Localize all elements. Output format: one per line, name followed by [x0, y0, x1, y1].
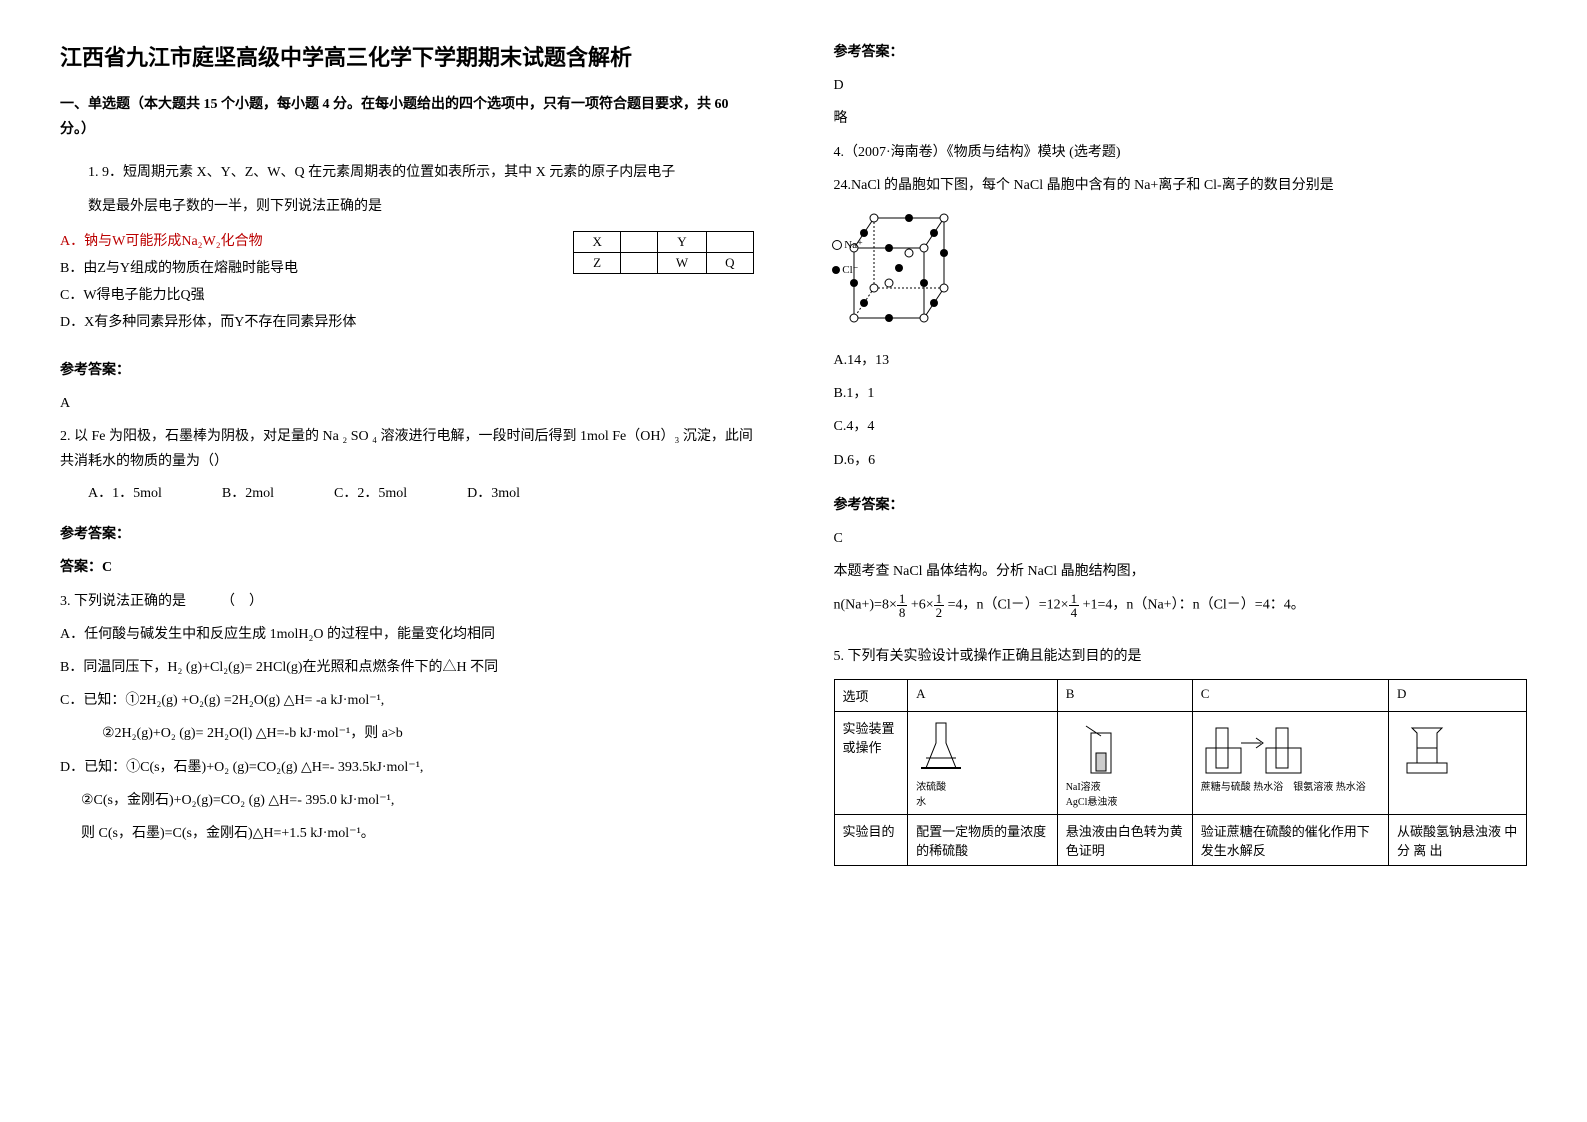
q2-optD: D．3mol	[467, 482, 520, 502]
q2-optC: C．2．5mol	[334, 482, 407, 502]
device-d	[1389, 712, 1527, 815]
answer-4-exp2: n(Na+)=8×18 +6×12 =4，n（Cl－）=12×14 +1=4，n…	[834, 592, 1528, 619]
q4-optB: B.1，1	[834, 381, 1528, 406]
q1-optB-label: B．	[60, 261, 83, 276]
device-c: 蔗糖与硫酸 热水浴 银氨溶液 热水浴	[1192, 712, 1388, 815]
q1-optD-label: D．	[60, 315, 84, 330]
q1-stem2: 数是最外层电子数的一半，则下列说法正确的是	[60, 194, 754, 219]
exp-text: =4，n（Cl－）=12×	[944, 598, 1068, 613]
q5-purposeB: 悬浊液由白色转为黄色证明	[1057, 815, 1192, 866]
q1-optD: X有多种同素异形体，而Y不存在同素异形体	[84, 315, 356, 330]
cell: Z	[574, 252, 620, 273]
cell: W	[657, 252, 706, 273]
q1-optA: 钠与W可能形成Na₂W₂化合物	[84, 234, 263, 249]
answer-label-4: 参考答案：	[834, 493, 1528, 518]
right-column: 参考答案： D 略 4.（2007·海南卷）《物质与结构》模块 (选考题) 24…	[834, 40, 1528, 866]
q2-optB: B．2mol	[222, 482, 274, 502]
q2-stem: 2. 以 Fe 为阳极，石墨棒为阴极，对足量的 Na ₂ SO ₄ 溶液进行电解…	[60, 424, 754, 474]
page-title: 江西省九江市庭坚高级中学高三化学下学期期末试题含解析	[60, 40, 754, 72]
q5-purposeC: 验证蔗糖在硫酸的催化作用下发生水解反	[1192, 815, 1388, 866]
q4-optD: D.6，6	[834, 448, 1528, 473]
q3-optC1: C．已知：①2H₂(g) +O₂(g) =2H₂O(g) △H= -a kJ·m…	[60, 688, 754, 713]
section-a-header: 一、单选题（本大题共 15 个小题，每小题 4 分。在每小题给出的四个选项中，只…	[60, 92, 754, 142]
device-a: 浓硫酸水	[908, 712, 1058, 815]
q4-optA: A.14，13	[834, 348, 1528, 373]
cell	[620, 231, 657, 252]
q3-optD3: 则 C(s，石墨)=C(s，金刚石)△H=+1.5 kJ·mol⁻¹。	[60, 821, 754, 846]
q5-h0: 选项	[834, 680, 908, 712]
q5-table: 选项 A B C D 实验装置或操作 浓硫酸水	[834, 679, 1528, 866]
device-b: NaI溶液AgCl悬浊液	[1057, 712, 1192, 815]
q3-optD1: D．已知：①C(s，石墨)+O₂ (g)=CO₂(g) △H=- 393.5kJ…	[60, 755, 754, 780]
exp-text: n(Na+)=8×	[834, 598, 897, 613]
cell: Q	[707, 252, 753, 273]
answer-3-note: 略	[834, 106, 1528, 131]
cell	[707, 231, 753, 252]
q5-h2: B	[1057, 680, 1192, 712]
nacl-crystal-diagram: Na⁺ Cl⁻	[834, 208, 964, 338]
q1-stem1: 短周期元素 X、Y、Z、W、Q 在元素周期表的位置如表所示，其中 X 元素的原子…	[123, 165, 675, 180]
answer-label-3: 参考答案：	[834, 40, 1528, 65]
q3-optD2: ②C(s，金刚石)+O₂(g)=CO₂ (g) △H=- 395.0 kJ·mo…	[60, 788, 754, 813]
q1-optC-label: C．	[60, 288, 83, 303]
answer-4: C	[834, 526, 1528, 551]
q1-periodic-table: X Y Z W Q	[573, 231, 753, 274]
question-1: 1. 9．短周期元素 X、Y、Z、W、Q 在元素周期表的位置如表所示，其中 X …	[60, 152, 754, 337]
q5-stem: 5. 下列有关实验设计或操作正确且能达到目的的是	[834, 644, 1528, 669]
answer-4-exp1: 本题考查 NaCl 晶体结构。分析 NaCl 晶胞结构图，	[834, 559, 1528, 584]
cell	[620, 252, 657, 273]
answer-1: A	[60, 391, 754, 416]
exp-text: +1=4，n（Na+）：n（Cl－）=4：4。	[1079, 598, 1305, 613]
answer-3: D	[834, 73, 1528, 98]
q1-optA-label: A．	[60, 234, 84, 249]
na-legend: Na⁺	[844, 239, 863, 251]
q1-optC: W得电子能力比Q强	[83, 288, 204, 303]
q3-optC2: ②2H₂(g)+O₂ (g)= 2H₂O(l) △H=-b kJ·mol⁻¹，则…	[60, 721, 754, 746]
q4-head: 4.（2007·海南卷）《物质与结构》模块 (选考题)	[834, 140, 1528, 165]
q1-num: 1. 9．	[88, 165, 123, 180]
answer-label-1: 参考答案：	[60, 358, 754, 383]
q2-options: A．1．5mol B．2mol C．2．5mol D．3mol	[60, 482, 754, 502]
q5-purposeA: 配置一定物质的量浓度的稀硫酸	[908, 815, 1058, 866]
answer-2: 答案：C	[60, 555, 754, 580]
exp-text: +6×	[907, 598, 933, 613]
q5-row1-label: 实验装置或操作	[834, 712, 908, 815]
left-column: 江西省九江市庭坚高级中学高三化学下学期期末试题含解析 一、单选题（本大题共 15…	[60, 40, 754, 866]
q4-optC: C.4，4	[834, 414, 1528, 439]
cl-legend: Cl⁻	[842, 264, 858, 276]
q5-h3: C	[1192, 680, 1388, 712]
q3-optB: B．同温同压下，H₂ (g)+Cl₂(g)= 2HCl(g)在光照和点燃条件下的…	[60, 655, 754, 680]
q5-h1: A	[908, 680, 1058, 712]
q5-h4: D	[1389, 680, 1527, 712]
q3-optA: A．任何酸与碱发生中和反应生成 1molH₂O 的过程中，能量变化均相同	[60, 622, 754, 647]
cell: Y	[657, 231, 706, 252]
q1-optB: 由Z与Y组成的物质在熔融时能导电	[83, 261, 298, 276]
q2-optA: A．1．5mol	[88, 482, 162, 502]
q5-row2-label: 实验目的	[834, 815, 908, 866]
answer-label-2: 参考答案：	[60, 522, 754, 547]
cell: X	[574, 231, 620, 252]
q3-stem: 3. 下列说法正确的是 （ ）	[60, 589, 754, 614]
q4-stem: 24.NaCl 的晶胞如下图，每个 NaCl 晶胞中含有的 Na+离子和 Cl-…	[834, 173, 1528, 198]
q5-purposeD: 从碳酸氢钠悬浊液 中 分 离 出	[1389, 815, 1527, 866]
